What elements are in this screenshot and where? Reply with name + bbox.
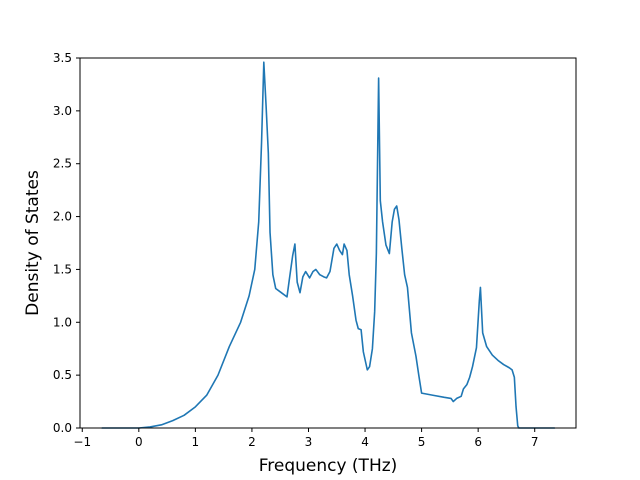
dos-series-line-0	[101, 61, 556, 429]
plot-frame	[79, 57, 577, 429]
x-axis-title: Frequency (THz)	[259, 456, 398, 476]
y-tick-label: 1.0	[53, 315, 72, 329]
x-tick-label: 6	[474, 435, 482, 449]
x-tick-label: 4	[361, 435, 369, 449]
y-tick-label: 2.0	[53, 210, 72, 224]
y-tick-label: 0.0	[53, 421, 72, 435]
x-tick-label: 7	[531, 435, 539, 449]
x-tick-label: 5	[418, 435, 426, 449]
y-tick-label: 3.0	[53, 104, 72, 118]
y-tick-label: 2.5	[53, 157, 72, 171]
y-axis-title: Density of States	[23, 170, 43, 316]
x-tick-label: 0	[135, 435, 143, 449]
y-tick-label: 0.5	[53, 368, 72, 382]
x-tick-label: −1	[73, 435, 91, 449]
x-tick-label: 1	[192, 435, 200, 449]
x-tick-label: 2	[248, 435, 256, 449]
y-tick-label: 3.5	[53, 51, 72, 65]
x-tick-label: 3	[305, 435, 313, 449]
y-tick-label: 1.5	[53, 262, 72, 276]
